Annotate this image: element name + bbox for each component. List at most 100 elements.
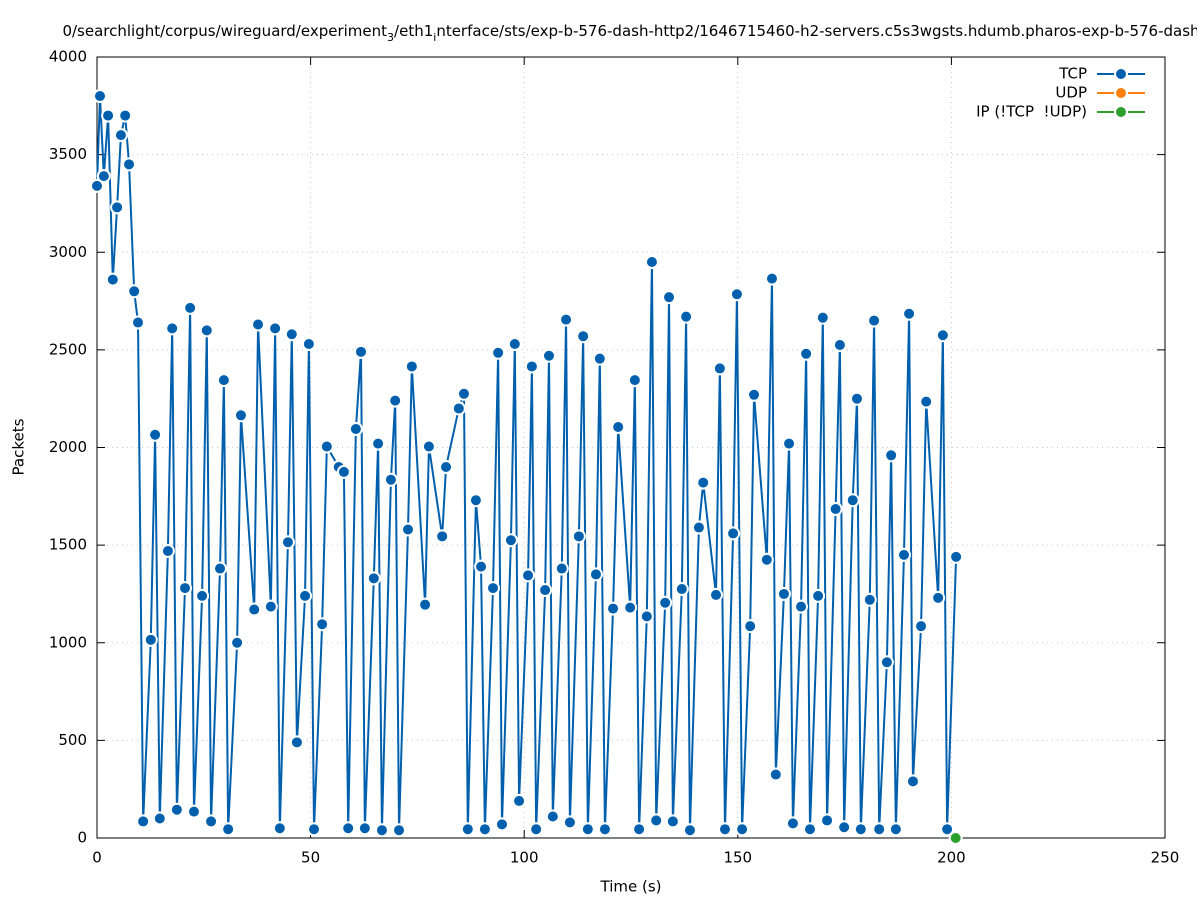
data-point [743,619,758,634]
data-point [832,337,847,352]
data-point [213,561,228,576]
data-point [477,822,492,837]
data-point [902,306,917,321]
data-point [948,831,963,845]
data-point [186,804,201,819]
data-point [491,345,506,360]
data-point [280,535,295,550]
data-point [143,632,158,647]
data-point [571,529,586,544]
data-point [611,419,626,434]
x-tick-label: 0 [92,849,102,867]
data-point [709,587,724,602]
data-point [580,822,595,837]
data-point [627,373,642,388]
y-tick-label: 2000 [49,438,87,456]
legend-label: UDP [1055,84,1087,102]
data-point [524,359,539,374]
data-point [383,472,398,487]
data-point [606,601,621,616]
data-point [451,401,466,416]
data-point [521,568,536,583]
data-point [101,108,116,123]
data-point [712,361,727,376]
y-tick-label: 2500 [49,340,87,358]
data-point [122,157,137,172]
data-point [230,635,245,650]
data-point [562,815,577,830]
data-point [729,287,744,302]
y-tick-label: 3000 [49,243,87,261]
y-axis-label: Packets [10,418,28,475]
data-point [696,475,711,490]
legend-swatch [1114,105,1128,119]
data-point [811,588,826,603]
data-point [494,817,509,832]
data-point [460,822,475,837]
data-point [178,581,193,596]
data-point [366,571,381,586]
data-point [263,599,278,614]
data-point [307,822,322,837]
title-segment: nterface/sts/exp-b-576-dash-http2/164671… [436,22,1197,40]
data-point [468,493,483,508]
data-point [799,346,814,361]
data-point [392,823,407,838]
data-point [888,822,903,837]
data-point [759,552,774,567]
data-point [92,89,107,104]
data-point [529,822,544,837]
y-tick-label: 1000 [49,633,87,651]
data-point [216,373,231,388]
data-point [940,822,955,837]
legend-swatch [1114,67,1128,81]
data-point [284,327,299,342]
data-point [251,317,266,332]
data-point [319,439,334,454]
data-point [665,814,680,829]
data-point [896,547,911,562]
title-segment: i [433,31,436,44]
data-point [289,735,304,750]
data-point [127,284,142,299]
data-point [136,814,151,829]
data-point [96,169,111,184]
data-point [118,108,133,123]
data-point [776,586,791,601]
chart-title: 0/searchlight/corpus/wireguard/experimen… [62,22,1197,44]
title-segment: /eth1 [394,22,433,40]
legend-swatch [1114,86,1128,100]
data-point [919,394,934,409]
data-point [682,823,697,838]
data-point [435,529,450,544]
data-point [348,421,363,436]
data-point [764,271,779,286]
data-point [272,821,287,836]
data-point [949,549,964,564]
data-point [914,619,929,634]
data-point [597,822,612,837]
legend-label: TCP [1058,65,1087,83]
data-point [559,312,574,327]
data-point [404,359,419,374]
data-point [486,581,501,596]
data-point [315,617,330,632]
data-point [148,427,163,442]
data-point [853,822,868,837]
data-point [439,460,454,475]
y-tick-label: 3500 [49,145,87,163]
data-point [768,767,783,782]
data-point [160,543,175,558]
y-tick-label: 1500 [49,536,87,554]
data-point [717,822,732,837]
data-point [747,387,762,402]
data-point [105,272,120,287]
data-point [152,811,167,826]
data-point [90,178,104,193]
series-line [96,95,958,832]
data-point [726,526,741,541]
data-point [374,823,389,838]
data-point [371,436,386,451]
